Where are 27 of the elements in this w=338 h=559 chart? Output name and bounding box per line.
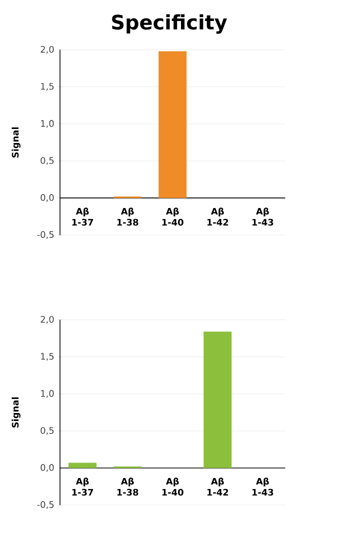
y-tick-label: 0,0 <box>40 194 54 202</box>
chart-title: Specificity <box>112 14 227 34</box>
x-tick-label: Aβ 1-40 <box>162 208 184 226</box>
y-tick-label: -0,5 <box>37 501 54 509</box>
x-tick-label: Aβ 1-38 <box>117 208 138 226</box>
y-tick-label: 2,0 <box>40 46 54 54</box>
x-tick-label: Aβ 1-37 <box>72 208 94 226</box>
x-tick-label: Aβ 1-42 <box>207 208 228 226</box>
x-tick-label: Aβ 1-37 <box>72 478 94 496</box>
x-tick-label: Aβ 1-40 <box>162 478 184 496</box>
y-tick-label: 1,0 <box>41 390 54 398</box>
bar <box>204 332 232 468</box>
y-axis-title: Signal <box>12 127 20 158</box>
x-tick-label: Aβ 1-43 <box>252 208 274 226</box>
x-tick-label: Aβ 1-43 <box>252 478 274 496</box>
y-axis-title: Signal <box>12 397 20 428</box>
bar <box>68 462 97 468</box>
y-tick-label: 1,0 <box>41 120 54 128</box>
y-tick-label: -0,5 <box>37 231 54 239</box>
y-tick-label: 0,5 <box>40 427 54 435</box>
x-tick-label: Aβ 1-38 <box>117 478 138 496</box>
y-tick-label: 1,5 <box>41 353 54 361</box>
y-tick-label: 2,0 <box>40 316 54 324</box>
y-tick-label: 1,5 <box>41 83 54 91</box>
y-tick-label: 0,0 <box>40 464 54 472</box>
y-tick-label: 0,5 <box>40 157 54 165</box>
x-tick-label: Aβ 1-42 <box>207 478 228 496</box>
